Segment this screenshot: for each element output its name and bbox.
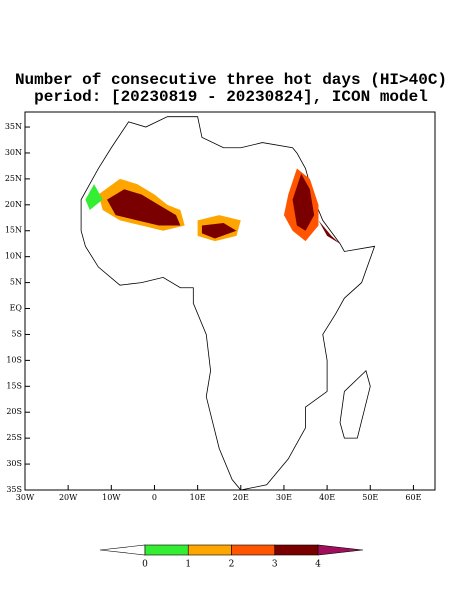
colorbar-label: 0: [142, 560, 148, 570]
x-tick-label: 50E: [362, 493, 378, 502]
x-tick-label: 60E: [405, 493, 421, 502]
hot-area: [201, 222, 237, 239]
colorbar-label: 3: [272, 560, 278, 570]
y-tick-label: 35N: [5, 122, 22, 131]
colorbar-label: 4: [315, 560, 321, 570]
hot-area: [107, 189, 181, 226]
hot-area: [85, 184, 103, 210]
y-tick-label: 20S: [6, 407, 22, 416]
x-tick-label: 0: [152, 493, 157, 502]
y-tick-label: 15N: [5, 226, 22, 235]
title: Number of consecutive three hot days (HI…: [15, 71, 447, 89]
y-tick-label: 20N: [5, 200, 22, 209]
colorbar-bin: [187, 544, 232, 556]
y-tick-label: 30S: [6, 459, 22, 468]
y-tick-label: 15S: [6, 381, 22, 390]
y-tick-label: 5N: [10, 278, 22, 287]
y-tick-label: 25S: [6, 433, 22, 442]
x-tick-label: 40E: [319, 493, 335, 502]
hot-area: [292, 173, 315, 231]
x-tick-label: 20W: [59, 493, 78, 502]
continent: [80, 116, 376, 491]
y-tick-label: 10N: [5, 252, 22, 261]
y-tick-label: 25N: [5, 174, 22, 183]
y-tick-label: 5S: [11, 329, 22, 338]
colorbar-bin: [231, 544, 276, 556]
colorbar-bin: [274, 544, 319, 556]
x-tick-label: 10W: [102, 493, 121, 502]
x-tick-label: 10E: [190, 493, 206, 502]
x-tick-label: 30W: [16, 493, 35, 502]
subtitle: period: [20230819 - 20230824], ICON mode…: [34, 88, 428, 106]
y-tick-label: 35S: [6, 485, 22, 494]
x-tick-label: 30E: [276, 493, 292, 502]
colorbar-under: [99, 544, 146, 556]
y-tick-label: 30N: [5, 148, 22, 157]
plot-frame: [24, 111, 436, 491]
colorbar-label: 2: [229, 560, 235, 570]
colorbar-label: 1: [185, 560, 191, 570]
island: [339, 369, 371, 439]
y-tick-label: 10S: [6, 355, 22, 364]
colorbar-over: [317, 544, 364, 556]
colorbar-bin: [144, 544, 189, 556]
y-tick-label: EQ: [10, 304, 23, 313]
x-tick-label: 20E: [233, 493, 249, 502]
